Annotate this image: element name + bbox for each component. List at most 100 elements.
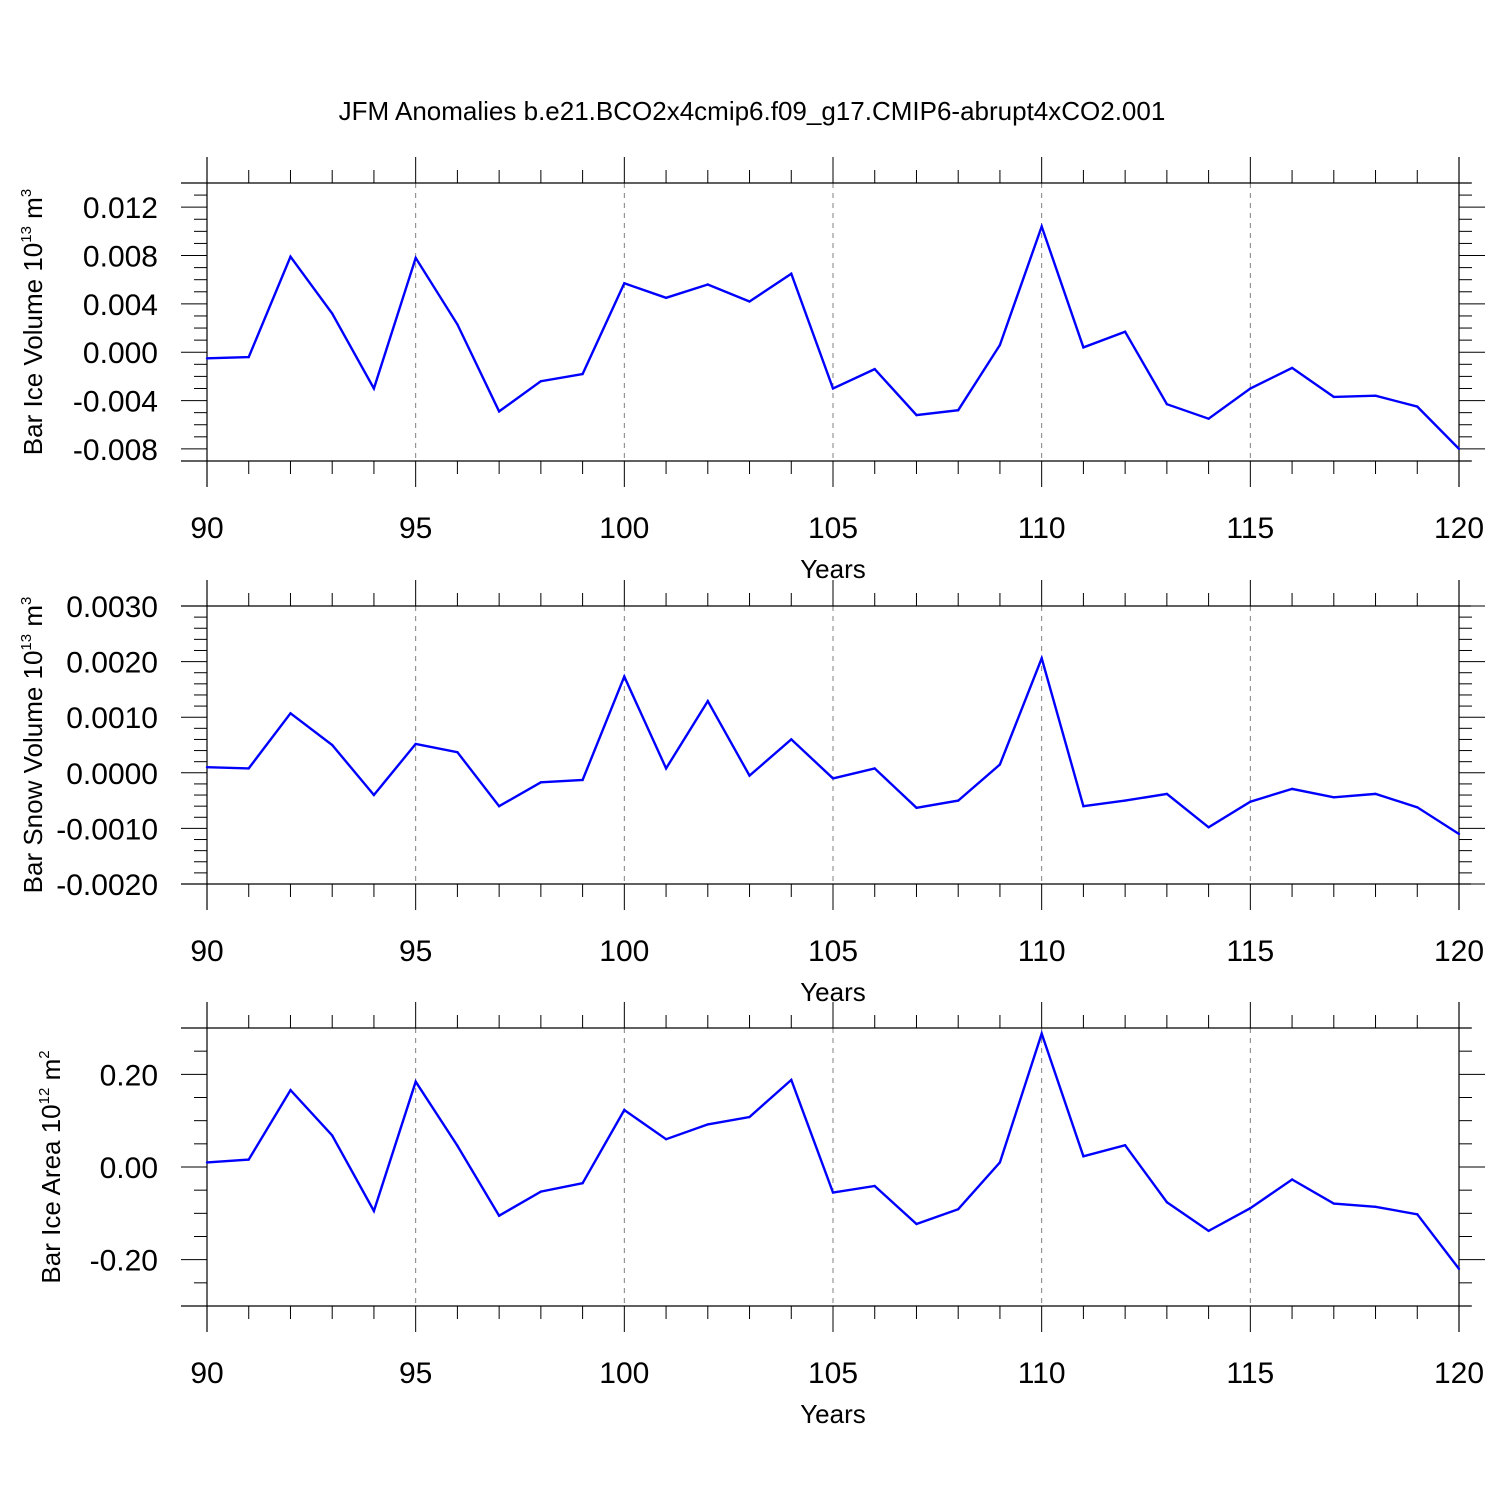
x-tick-label: 120 — [1434, 1357, 1484, 1390]
data-point — [414, 1080, 417, 1083]
data-point — [831, 777, 835, 780]
data-point — [1207, 417, 1210, 420]
data-point — [1290, 787, 1294, 791]
data-point — [1123, 799, 1127, 802]
data-point — [1249, 1207, 1252, 1210]
data-point — [1457, 1267, 1461, 1271]
data-point — [247, 767, 250, 770]
data-point — [748, 774, 751, 777]
data-point — [957, 799, 960, 802]
data-point — [539, 1190, 543, 1193]
data-point — [1416, 806, 1419, 809]
data-point — [1374, 394, 1377, 397]
data-point — [706, 699, 709, 703]
data-point — [790, 738, 793, 741]
data-point — [998, 343, 1002, 347]
x-tick-label: 120 — [1434, 512, 1484, 545]
y-tick-label: 0.0000 — [66, 758, 158, 791]
y-tick-label: 0.004 — [83, 289, 158, 322]
data-point — [1249, 800, 1252, 803]
data-point — [1040, 1032, 1043, 1035]
data-point — [1416, 405, 1419, 408]
y-axis-title: Bar Snow Volume 1013 m3 — [18, 597, 48, 894]
data-point — [539, 781, 543, 784]
data-point — [1457, 447, 1461, 451]
x-tick-label: 100 — [599, 1357, 649, 1390]
data-point — [873, 767, 876, 770]
y-tick-label: 0.20 — [100, 1059, 158, 1092]
panel-2: 90 95 100 105 110 115 120 0.0030 0.0020 0.0010 0.0… — [18, 580, 1485, 1007]
x-tick-label: 110 — [1018, 1357, 1066, 1390]
data-point — [748, 300, 751, 303]
data-point — [664, 1138, 668, 1141]
x-tick-label: 100 — [599, 512, 649, 545]
data-point — [915, 806, 918, 809]
data-point — [748, 1115, 751, 1119]
data-point — [497, 805, 501, 808]
data-point — [456, 751, 459, 754]
data-point — [1332, 1202, 1336, 1205]
data-point — [331, 743, 334, 747]
data-point — [623, 675, 626, 678]
data-point — [1290, 1178, 1294, 1181]
data-point — [1332, 796, 1336, 799]
data-point — [205, 1161, 209, 1164]
panel-3: 90 95 100 105 110 115 120 0.20 0.00 -0.20 Years Bar… — [36, 1002, 1485, 1429]
data-point — [456, 1144, 459, 1147]
x-tick-label: 105 — [808, 935, 858, 968]
data-point — [1332, 395, 1336, 399]
data-point — [998, 763, 1002, 766]
x-tick-label: 110 — [1018, 512, 1066, 545]
data-point — [1165, 792, 1169, 796]
data-point — [1082, 1155, 1085, 1158]
x-tick-label: 90 — [190, 512, 223, 545]
x-tick-label: 100 — [599, 935, 649, 968]
data-point — [706, 283, 709, 286]
data-point — [831, 1191, 835, 1194]
data-point — [915, 413, 918, 417]
data-point — [790, 272, 793, 275]
y-tick-label: 0.0010 — [66, 702, 158, 735]
y-tick-label: -0.008 — [73, 434, 158, 467]
data-point — [497, 1214, 501, 1217]
data-point — [1416, 1213, 1419, 1216]
y-tick-label: -0.0020 — [56, 869, 158, 902]
data-point — [1249, 387, 1252, 390]
y-axis-title: Bar Ice Volume 1013 m3 — [18, 189, 48, 455]
data-point — [372, 387, 376, 390]
y-tick-label: 0.000 — [83, 337, 158, 370]
data-point — [664, 296, 668, 299]
data-point — [539, 380, 543, 383]
x-tick-label: 120 — [1434, 935, 1484, 968]
x-tick-label: 90 — [190, 1357, 223, 1390]
x-tick-label: 95 — [399, 1357, 432, 1390]
data-point — [581, 778, 584, 782]
x-axis-title: Years — [800, 554, 866, 584]
data-point — [289, 255, 292, 258]
data-point — [706, 1123, 709, 1126]
panels: 90 95 100 105 110 115 120 0.012 0.008 0.004 0.000 -… — [18, 157, 1485, 1429]
data-point — [664, 767, 668, 770]
data-point — [581, 1182, 584, 1185]
data-point — [289, 1088, 292, 1092]
data-point — [581, 372, 584, 376]
data-point — [247, 355, 250, 359]
data-point — [1040, 657, 1043, 660]
data-point — [998, 1161, 1002, 1164]
data-point — [372, 1209, 376, 1213]
data-point — [1207, 1229, 1210, 1233]
data-point — [1457, 832, 1461, 836]
x-tick-label: 105 — [808, 512, 858, 545]
x-tick-label: 105 — [808, 1357, 858, 1390]
data-point — [1123, 1144, 1127, 1147]
x-tick-label: 95 — [399, 935, 432, 968]
data-point — [1207, 826, 1210, 829]
y-tick-label: -0.0010 — [56, 813, 158, 846]
data-point — [331, 312, 334, 315]
y-tick-label: 0.012 — [83, 192, 158, 225]
data-point — [414, 256, 417, 260]
data-point — [1082, 346, 1085, 349]
y-tick-label: -0.004 — [73, 386, 158, 419]
data-point — [957, 1208, 960, 1211]
data-point — [915, 1222, 918, 1226]
